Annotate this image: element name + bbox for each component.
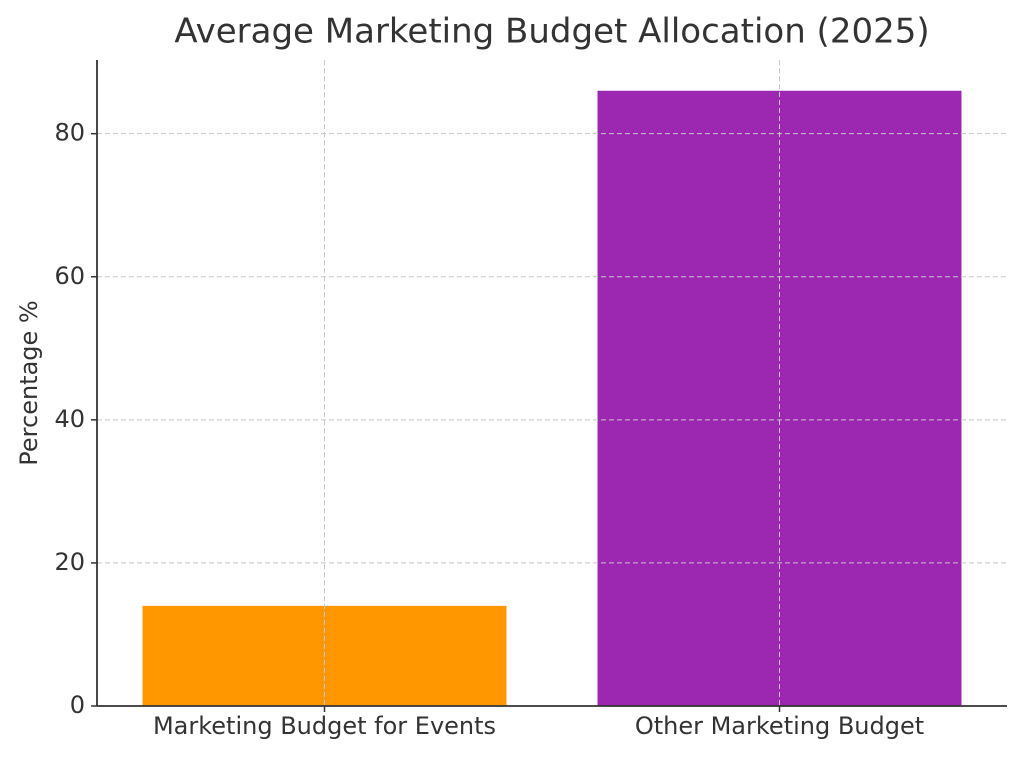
x-tick-label: Marketing Budget for Events [153, 712, 496, 740]
y-tick-label: 0 [70, 691, 85, 719]
chart-title: Average Marketing Budget Allocation (202… [174, 12, 929, 52]
y-tick-label: 40 [54, 405, 85, 433]
x-tick-label: Other Marketing Budget [635, 712, 924, 740]
y-tick-label: 20 [54, 548, 85, 576]
y-tick-label: 60 [54, 262, 85, 290]
y-tick-label: 80 [54, 119, 85, 147]
y-axis-label: Percentage % [15, 300, 43, 465]
